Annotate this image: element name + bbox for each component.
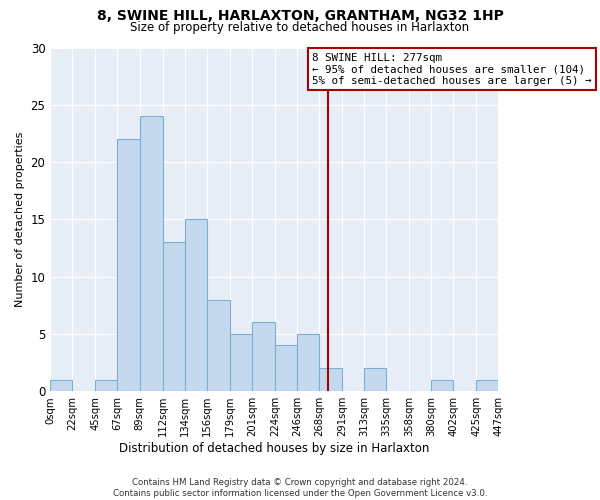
Text: 8 SWINE HILL: 277sqm
← 95% of detached houses are smaller (104)
5% of semi-detac: 8 SWINE HILL: 277sqm ← 95% of detached h… xyxy=(313,52,592,86)
Bar xyxy=(297,334,319,391)
Bar xyxy=(207,300,230,391)
Y-axis label: Number of detached properties: Number of detached properties xyxy=(15,132,25,307)
Bar xyxy=(431,380,454,391)
Bar xyxy=(140,116,163,391)
Bar xyxy=(476,380,499,391)
Bar xyxy=(95,380,118,391)
Bar xyxy=(118,139,140,391)
Bar xyxy=(275,346,297,391)
Text: Size of property relative to detached houses in Harlaxton: Size of property relative to detached ho… xyxy=(130,21,470,34)
Text: 8, SWINE HILL, HARLAXTON, GRANTHAM, NG32 1HP: 8, SWINE HILL, HARLAXTON, GRANTHAM, NG32… xyxy=(97,9,503,23)
Bar xyxy=(252,322,275,391)
Bar xyxy=(185,220,207,391)
Text: Contains HM Land Registry data © Crown copyright and database right 2024.
Contai: Contains HM Land Registry data © Crown c… xyxy=(113,478,487,498)
Bar xyxy=(364,368,386,391)
Bar xyxy=(163,242,185,391)
Bar xyxy=(230,334,252,391)
X-axis label: Distribution of detached houses by size in Harlaxton: Distribution of detached houses by size … xyxy=(119,442,430,455)
Bar xyxy=(50,380,73,391)
Bar xyxy=(319,368,342,391)
